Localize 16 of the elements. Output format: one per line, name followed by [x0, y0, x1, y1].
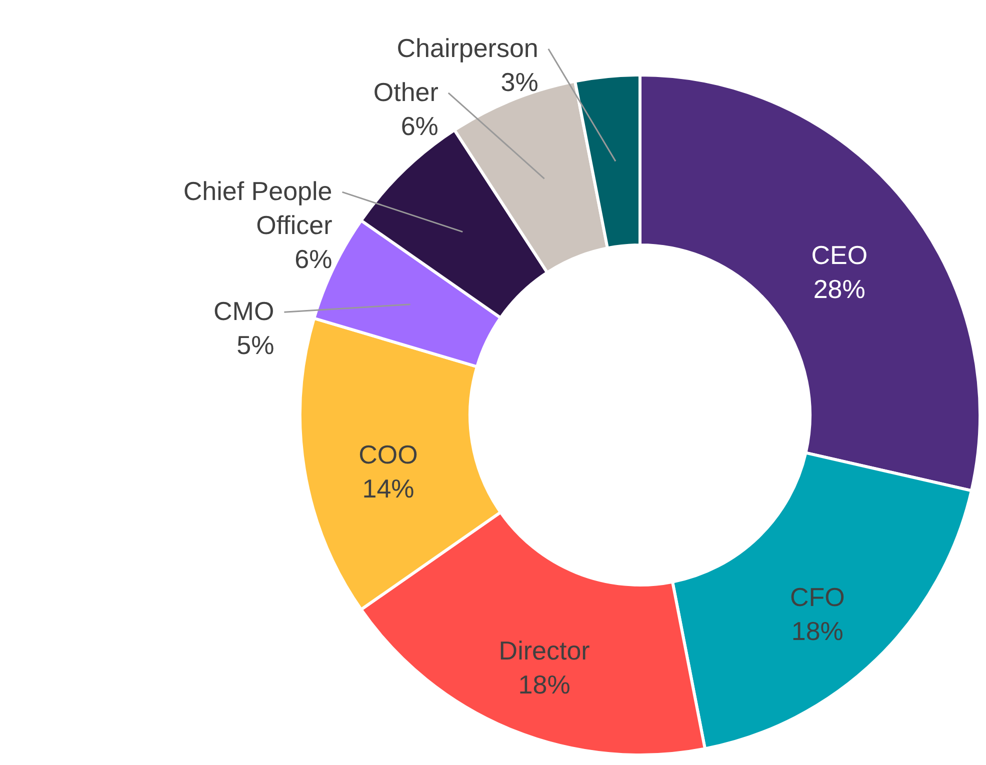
- slice-label: Chairperson: [396, 32, 538, 63]
- data-label: 28%: [813, 274, 866, 304]
- data-label: 6%: [294, 244, 332, 274]
- slice-label: COO: [358, 440, 418, 470]
- slice-label: CMO: [214, 296, 274, 326]
- slice-label: CFO: [790, 582, 845, 612]
- data-label: 18%: [791, 616, 844, 646]
- slice-label: CEO: [811, 240, 868, 270]
- data-label: 14%: [362, 474, 414, 504]
- slice-label: Chief People Officer: [183, 176, 333, 240]
- slice-label: Director: [498, 635, 590, 666]
- data-label: 6%: [400, 110, 438, 141]
- data-label: 18%: [518, 669, 570, 700]
- data-label: 3%: [500, 66, 538, 97]
- slice-label: Other: [373, 76, 439, 107]
- data-label: 5%: [236, 330, 274, 360]
